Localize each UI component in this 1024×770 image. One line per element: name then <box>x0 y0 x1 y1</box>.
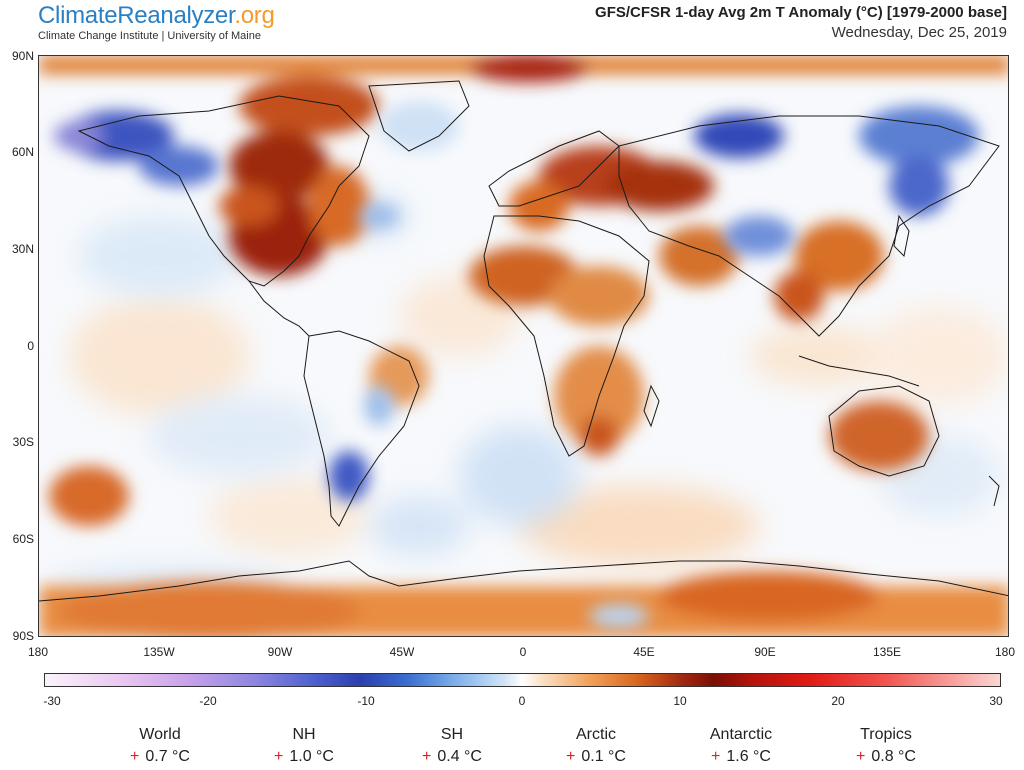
anomaly-map[interactable] <box>38 55 1009 637</box>
lat-label-30s: 30S <box>12 435 34 449</box>
stat-value: 0.7 °C <box>145 748 190 765</box>
lon-label-45e: 45E <box>633 645 655 659</box>
colorbar-label-neg20: -20 <box>199 694 217 708</box>
logo-text-reanalyzer: Reanalyzer <box>117 2 235 29</box>
colorbar-label-30: 30 <box>989 694 1003 708</box>
lat-label-90s: 90S <box>12 629 34 643</box>
stat-arctic: Arctic +0.1 °C <box>536 726 656 766</box>
stat-name: Arctic <box>576 726 616 743</box>
stat-sign: + <box>130 748 140 765</box>
lat-label-60n: 60N <box>11 145 34 159</box>
lon-label-45w: 45W <box>389 645 415 659</box>
lon-label-180w: 180 <box>27 645 49 659</box>
stat-value-row: +1.6 °C <box>681 748 801 766</box>
site-logo[interactable]: ClimateReanalyzer.org <box>38 2 275 30</box>
stat-sign: + <box>274 748 284 765</box>
stat-name: Tropics <box>860 726 912 743</box>
stat-world: World +0.7 °C <box>100 726 220 766</box>
lat-label-60s: 60S <box>12 532 34 546</box>
stat-name: Antarctic <box>709 726 773 743</box>
stat-value-row: +0.8 °C <box>826 748 946 766</box>
lon-label-135w: 135W <box>143 645 175 659</box>
colorbar-label-neg10: -10 <box>357 694 375 708</box>
map-title: GFS/CFSR 1-day Avg 2m T Anomaly (°C) [19… <box>595 4 1007 21</box>
stat-sign: + <box>711 748 721 765</box>
lat-label-0: 0 <box>27 339 34 353</box>
stat-sh: SH +0.4 °C <box>392 726 512 766</box>
stat-value: 0.8 °C <box>871 748 916 765</box>
map-date: Wednesday, Dec 25, 2019 <box>831 24 1007 41</box>
lon-label-0: 0 <box>519 645 527 659</box>
stat-sign: + <box>422 748 432 765</box>
stat-name: World <box>139 726 181 743</box>
lon-label-90w: 90W <box>267 645 293 659</box>
stat-value-row: +0.4 °C <box>392 748 512 766</box>
colorbar-label-10: 10 <box>673 694 687 708</box>
stat-nh: NH +1.0 °C <box>244 726 364 766</box>
stat-value: 0.4 °C <box>437 748 482 765</box>
colorbar-label-0: 0 <box>518 694 526 708</box>
logo-text-org: .org <box>234 2 275 29</box>
lat-label-30n: 30N <box>11 242 34 256</box>
stat-value: 1.0 °C <box>289 748 334 765</box>
stat-sign: + <box>856 748 866 765</box>
anomaly-map-svg <box>39 56 1008 636</box>
lon-label-135e: 135E <box>872 645 902 659</box>
lat-label-90n: 90N <box>11 49 34 63</box>
lon-label-90e: 90E <box>754 645 776 659</box>
stat-value-row: +1.0 °C <box>244 748 364 766</box>
stat-value-row: +0.7 °C <box>100 748 220 766</box>
stat-name: NH <box>292 726 316 743</box>
stat-value: 1.6 °C <box>726 748 771 765</box>
colorbar-label-neg30: -30 <box>43 694 61 708</box>
logo-text-climate: Climate <box>38 2 118 29</box>
colorbar-label-20: 20 <box>831 694 845 708</box>
lon-label-180e: 180 <box>994 645 1016 659</box>
stat-value: 0.1 °C <box>581 748 626 765</box>
stat-sign: + <box>566 748 576 765</box>
stat-name: SH <box>440 726 464 743</box>
stat-antarctic: Antarctic +1.6 °C <box>681 726 801 766</box>
institution-label: Climate Change Institute | University of… <box>38 30 261 42</box>
colorbar <box>44 673 1001 687</box>
stat-tropics: Tropics +0.8 °C <box>826 726 946 766</box>
stat-value-row: +0.1 °C <box>536 748 656 766</box>
